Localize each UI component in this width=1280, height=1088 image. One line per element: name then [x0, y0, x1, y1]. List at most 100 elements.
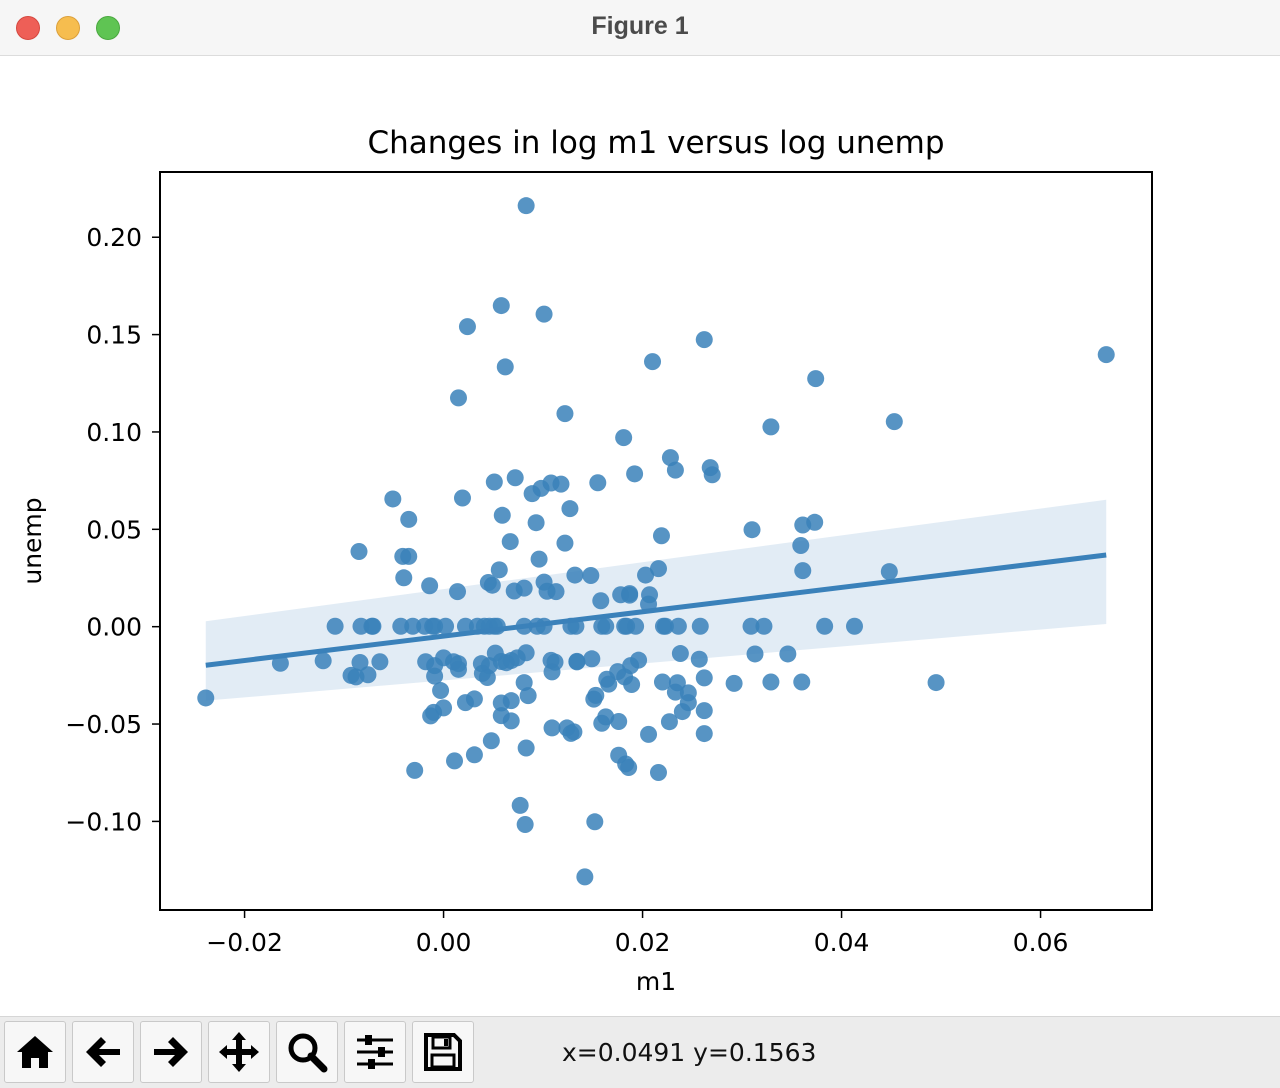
data-point	[623, 676, 641, 694]
forward-button[interactable]	[140, 1021, 202, 1083]
data-point	[485, 473, 503, 491]
data-point	[556, 405, 574, 423]
data-point	[597, 617, 615, 635]
data-point	[359, 666, 377, 684]
data-point	[326, 617, 344, 635]
data-point	[511, 796, 529, 814]
maximize-window-button[interactable]	[96, 16, 120, 40]
minimize-window-button[interactable]	[56, 16, 80, 40]
data-point	[762, 673, 780, 691]
data-point	[927, 674, 945, 692]
data-point	[351, 654, 369, 672]
data-point	[556, 534, 574, 552]
y-tick-label: 0.20	[86, 223, 142, 252]
data-point	[806, 513, 824, 531]
data-point	[587, 686, 605, 704]
data-point	[695, 331, 713, 349]
configure-subplots-button[interactable]	[344, 1021, 406, 1083]
data-point	[816, 617, 834, 635]
data-point	[523, 485, 541, 503]
arrow-left-icon	[86, 1037, 120, 1067]
figure-canvas[interactable]: Changes in log m1 versus log unemp −0.02…	[0, 56, 1280, 1016]
data-point	[496, 358, 514, 376]
pan-button[interactable]	[208, 1021, 270, 1083]
data-point	[743, 521, 761, 539]
data-point	[600, 675, 618, 693]
data-point	[400, 510, 418, 528]
data-point	[395, 569, 413, 587]
data-point	[779, 645, 797, 663]
data-point	[565, 723, 583, 741]
y-tick-label: 0.05	[86, 515, 142, 544]
data-point	[621, 586, 639, 604]
x-tick-label: 0.02	[615, 928, 671, 957]
data-point	[314, 652, 332, 670]
data-point	[465, 690, 483, 708]
data-point	[506, 469, 524, 487]
data-point	[502, 692, 520, 710]
data-point	[543, 719, 561, 737]
data-point	[586, 813, 604, 831]
data-point	[695, 702, 713, 720]
data-point	[630, 651, 648, 669]
y-tick-label: 0.15	[86, 321, 142, 350]
data-point	[422, 707, 440, 725]
data-point	[583, 650, 601, 668]
y-tick-label: −0.05	[65, 710, 142, 739]
data-point	[640, 725, 658, 743]
data-point	[666, 461, 684, 479]
data-point	[406, 761, 424, 779]
data-point	[426, 667, 444, 685]
data-point	[656, 617, 674, 635]
data-point	[505, 582, 523, 600]
data-point	[515, 674, 533, 692]
y-tick-label: −0.10	[65, 807, 142, 836]
data-point	[449, 583, 467, 601]
data-point	[807, 370, 825, 388]
regression-line	[205, 552, 1107, 668]
data-point	[582, 566, 600, 584]
data-point	[845, 617, 863, 635]
chart-title: Changes in log m1 versus log unemp	[367, 125, 944, 161]
data-point	[435, 699, 453, 717]
data-point	[794, 562, 812, 580]
data-point	[660, 713, 678, 731]
data-point	[626, 465, 644, 483]
data-point	[1097, 346, 1115, 364]
data-point	[671, 645, 689, 663]
data-point	[620, 758, 638, 776]
data-point	[597, 708, 615, 726]
save-button[interactable]	[412, 1021, 474, 1083]
data-point	[792, 536, 810, 554]
data-point	[691, 617, 709, 635]
zoom-button[interactable]	[276, 1021, 338, 1083]
x-tick-label: −0.02	[206, 928, 283, 957]
data-point	[703, 466, 721, 484]
data-point	[458, 318, 476, 336]
data-point	[568, 652, 586, 670]
sliders-icon	[357, 1035, 393, 1069]
data-point	[465, 746, 483, 764]
data-point	[437, 617, 455, 635]
home-button[interactable]	[4, 1021, 66, 1083]
y-tick-label: 0.10	[86, 418, 142, 447]
data-point	[746, 645, 764, 663]
y-axis: −0.10 −0.05 0.00 0.05 0.10 0.15 0.20	[65, 223, 160, 836]
data-point	[566, 566, 584, 584]
data-point	[649, 560, 667, 578]
close-window-button[interactable]	[16, 16, 40, 40]
x-tick-label: 0.06	[1013, 928, 1069, 957]
data-point	[653, 673, 671, 691]
data-point	[384, 490, 402, 508]
data-point	[527, 514, 545, 532]
data-point	[742, 617, 760, 635]
data-point	[530, 550, 548, 568]
data-point	[400, 547, 418, 565]
data-point	[793, 673, 811, 691]
y-tick-label: 0.00	[86, 613, 142, 642]
back-button[interactable]	[72, 1021, 134, 1083]
data-point	[517, 644, 535, 662]
data-point	[482, 732, 500, 750]
data-point	[453, 489, 471, 507]
data-point	[350, 543, 368, 561]
